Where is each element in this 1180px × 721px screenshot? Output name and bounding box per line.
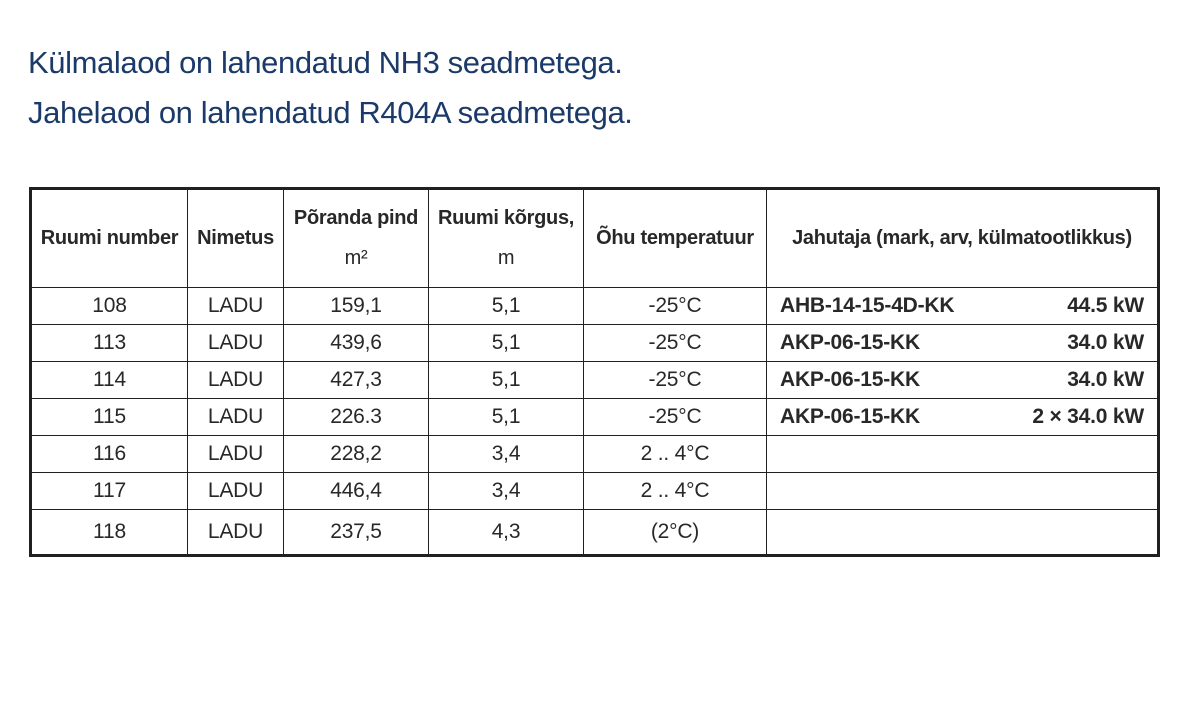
cooler-model: AKP-06-15-KK (780, 368, 920, 391)
cell-air-temperature: -25°C (583, 287, 767, 325)
cell-room-height: 5,1 (428, 398, 584, 436)
col-header-air-temperature: Õhu temperatuur (583, 188, 767, 288)
table-row: 108 LADU 159,1 5,1 -25°C AHB-14-15-4D-KK… (30, 287, 1159, 325)
col-header-cooler: Jahutaja (mark, arv, külmatootlikkus) (766, 188, 1159, 288)
table-row: 116 LADU 228,2 3,4 2 .. 4°C (30, 435, 1159, 473)
col-header-room-height: Ruumi kõrgus, m (428, 188, 584, 288)
table-row: 118 LADU 237,5 4,3 (2°C) (30, 509, 1159, 556)
cell-name: LADU (187, 472, 284, 510)
cell-floor-area: 446,4 (283, 472, 429, 510)
cell-air-temperature: -25°C (583, 361, 767, 399)
cooler-capacity: 34.0 kW (1067, 331, 1144, 354)
cell-name: LADU (187, 435, 284, 473)
cell-room-height: 3,4 (428, 435, 584, 473)
cell-name: LADU (187, 287, 284, 325)
cell-air-temperature: (2°C) (583, 509, 767, 556)
cell-air-temperature: -25°C (583, 324, 767, 362)
table-row: 114 LADU 427,3 5,1 -25°C AKP-06-15-KK 34… (30, 361, 1159, 399)
cell-name: LADU (187, 398, 284, 436)
cell-room-height: 3,4 (428, 472, 584, 510)
col-header-room-height-label: Ruumi kõrgus, (437, 207, 575, 229)
cell-air-temperature: -25°C (583, 398, 767, 436)
col-header-cooler-label: Jahutaja (mark, arv, külmatootlikkus) (792, 227, 1132, 249)
col-header-floor-area-unit: m² (344, 247, 368, 269)
cell-room-height: 5,1 (428, 324, 584, 362)
title-line-2: Jahelaod on lahendatud R404A seadmetega. (28, 95, 633, 130)
cell-floor-area: 439,6 (283, 324, 429, 362)
cooler-model: AHB-14-15-4D-KK (780, 294, 955, 317)
cell-floor-area: 427,3 (283, 361, 429, 399)
cooler-capacity: 2 × 34.0 kW (1032, 405, 1144, 428)
col-header-room-height-unit: m (497, 247, 515, 269)
room-spec-table: Ruumi number Nimetus Põranda pind m² (29, 187, 1160, 557)
header-row: Ruumi number Nimetus Põranda pind m² (30, 188, 1159, 288)
col-header-name-label: Nimetus (197, 227, 274, 249)
cell-air-temperature: 2 .. 4°C (583, 472, 767, 510)
cell-room-number: 108 (30, 287, 188, 325)
table-body: 108 LADU 159,1 5,1 -25°C AHB-14-15-4D-KK… (30, 287, 1159, 556)
cell-cooler: AKP-06-15-KK 34.0 kW (766, 324, 1159, 362)
cell-room-number: 118 (30, 509, 188, 556)
cell-name: LADU (187, 509, 284, 556)
col-header-room-number: Ruumi number (30, 188, 188, 288)
cell-floor-area: 226.3 (283, 398, 429, 436)
table-row: 117 LADU 446,4 3,4 2 .. 4°C (30, 472, 1159, 510)
cell-cooler: AKP-06-15-KK 34.0 kW (766, 361, 1159, 399)
cell-cooler (766, 435, 1159, 473)
cell-room-number: 113 (30, 324, 188, 362)
cell-room-number: 115 (30, 398, 188, 436)
cell-room-number: 116 (30, 435, 188, 473)
cell-name: LADU (187, 361, 284, 399)
cell-cooler: AHB-14-15-4D-KK 44.5 kW (766, 287, 1159, 325)
col-header-room-number-label: Ruumi number (40, 227, 179, 249)
cooler-capacity: 34.0 kW (1067, 368, 1144, 391)
cooler-model: AKP-06-15-KK (780, 331, 920, 354)
cooler-capacity: 44.5 kW (1067, 294, 1144, 317)
col-header-name: Nimetus (187, 188, 284, 288)
col-header-air-temperature-label: Õhu temperatuur (596, 227, 754, 249)
cell-floor-area: 228,2 (283, 435, 429, 473)
cell-room-number: 117 (30, 472, 188, 510)
table-header: Ruumi number Nimetus Põranda pind m² (30, 188, 1159, 288)
cell-air-temperature: 2 .. 4°C (583, 435, 767, 473)
table-row: 115 LADU 226.3 5,1 -25°C AKP-06-15-KK 2 … (30, 398, 1159, 436)
cell-floor-area: 159,1 (283, 287, 429, 325)
cell-floor-area: 237,5 (283, 509, 429, 556)
cell-room-number: 114 (30, 361, 188, 399)
cell-cooler: AKP-06-15-KK 2 × 34.0 kW (766, 398, 1159, 436)
cell-room-height: 5,1 (428, 287, 584, 325)
cooler-model: AKP-06-15-KK (780, 405, 920, 428)
cell-room-height: 5,1 (428, 361, 584, 399)
table-row: 113 LADU 439,6 5,1 -25°C AKP-06-15-KK 34… (30, 324, 1159, 362)
cell-cooler (766, 472, 1159, 510)
col-header-floor-area-label: Põranda pind (293, 207, 419, 229)
title-line-1: Külmalaod on lahendatud NH3 seadmetega. (28, 45, 623, 80)
cell-room-height: 4,3 (428, 509, 584, 556)
cell-cooler (766, 509, 1159, 556)
cell-name: LADU (187, 324, 284, 362)
title-block: Külmalaod on lahendatud NH3 seadmetega. … (28, 38, 633, 138)
col-header-floor-area: Põranda pind m² (283, 188, 429, 288)
